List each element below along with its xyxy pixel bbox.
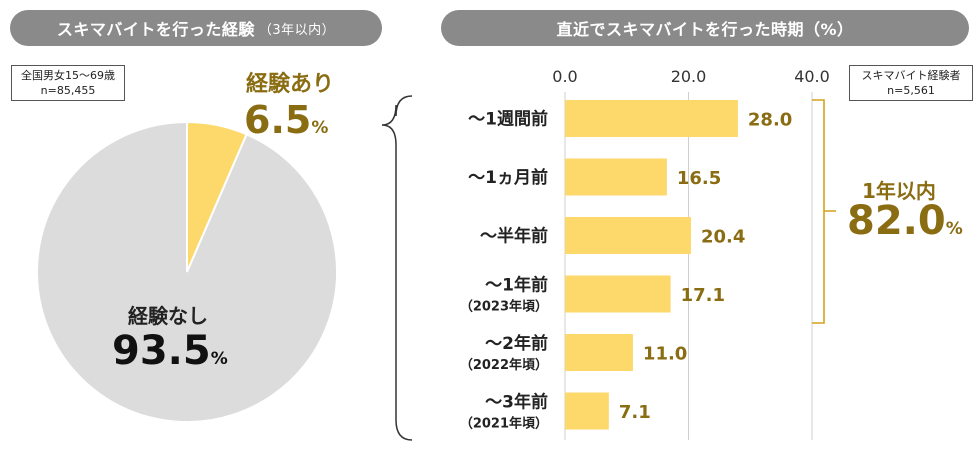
pie-value-yes: 6.5% <box>244 98 328 142</box>
within-year-label: 1年以内 <box>862 175 936 204</box>
pie-sample-line2: n=85,455 <box>40 84 96 97</box>
pie-value-yes-unit: % <box>311 118 329 138</box>
pie-value-no-unit: % <box>210 349 228 369</box>
bar-category-labels: ～1週間前 ～1ヵ月前 ～半年前 ～1年前 （2023年頃） ～2年前 （2022年頃） ～3… <box>460 109 548 432</box>
pie-label-no-name: 経験なし <box>128 304 208 328</box>
pie-sample-line1: 全国男女15～69歳 <box>21 69 115 82</box>
category-label: ～1週間前 <box>468 109 548 130</box>
category-sublabel: （2023年頃） <box>460 299 548 315</box>
bar-series <box>565 100 738 430</box>
bar-value-label: 16.5 <box>677 168 721 189</box>
category-label: ～1年前 <box>485 275 548 296</box>
pie-slice-no <box>36 120 338 423</box>
pie-value-no: 93.5% <box>112 328 228 374</box>
bar <box>565 275 671 313</box>
bar <box>565 158 667 196</box>
pie-label-no: 経験なし <box>128 300 208 329</box>
category-label: ～2年前 <box>485 333 548 354</box>
within-year-value: 82.0% <box>847 198 963 244</box>
category-label: ～3年前 <box>485 392 548 413</box>
bar-gridlines <box>564 92 813 440</box>
within-year-value-unit: % <box>945 219 963 239</box>
bar <box>565 334 633 371</box>
pie-sample-box: 全国男女15～69歳 n=85,455 <box>11 65 125 101</box>
within-year-label-text: 1年以内 <box>862 179 936 203</box>
category-label: ～1ヵ月前 <box>468 167 548 188</box>
bar <box>565 217 691 254</box>
bar-sample-line2: n=5,561 <box>887 84 935 97</box>
bar-value-label: 28.0 <box>748 110 792 131</box>
pie-panel-header: スキマバイトを行った経験 （3年以内） <box>10 10 382 46</box>
bar <box>565 100 738 137</box>
category-sublabel: （2022年頃） <box>460 357 548 373</box>
pie-label-yes: 経験あり <box>246 66 334 98</box>
x-tick-label: 0.0 <box>552 67 577 86</box>
pie-value-no-number: 93.5 <box>112 328 211 374</box>
bar-value-label: 20.4 <box>701 227 745 248</box>
category-label: ～半年前 <box>480 226 548 247</box>
x-tick-label: 40.0 <box>794 67 830 86</box>
pie-panel-title-note: （3年以内） <box>258 22 336 38</box>
left-brace <box>381 95 413 441</box>
bar-value-label: 11.0 <box>643 344 687 365</box>
pie-value-yes-number: 6.5 <box>244 98 312 142</box>
x-tick-label: 20.0 <box>671 67 707 86</box>
category-sublabel: （2021年頃） <box>460 416 548 432</box>
bar-value-labels: 28.0 16.5 20.4 17.1 11.0 7.1 <box>619 110 792 424</box>
bar <box>565 392 609 430</box>
bar-tick-labels: 0.0 20.0 40.0 <box>552 67 830 86</box>
pie-chart <box>36 120 338 423</box>
pie-label-yes-name: 経験あり <box>246 72 335 97</box>
bar-sample-box: スキマバイト経験者 n=5,561 <box>849 65 973 101</box>
within-year-bracket <box>812 99 836 324</box>
bar-panel-title: 直近でスキマバイトを行った時期（%） <box>556 20 854 39</box>
within-year-value-number: 82.0 <box>847 198 946 244</box>
bar-value-label: 17.1 <box>681 285 725 306</box>
bar-panel-header: 直近でスキマバイトを行った時期（%） <box>441 10 969 46</box>
bar-value-label: 7.1 <box>619 402 651 423</box>
bar-sample-line1: スキマバイト経験者 <box>861 69 961 82</box>
pie-panel-title: スキマバイトを行った経験 <box>56 20 255 39</box>
